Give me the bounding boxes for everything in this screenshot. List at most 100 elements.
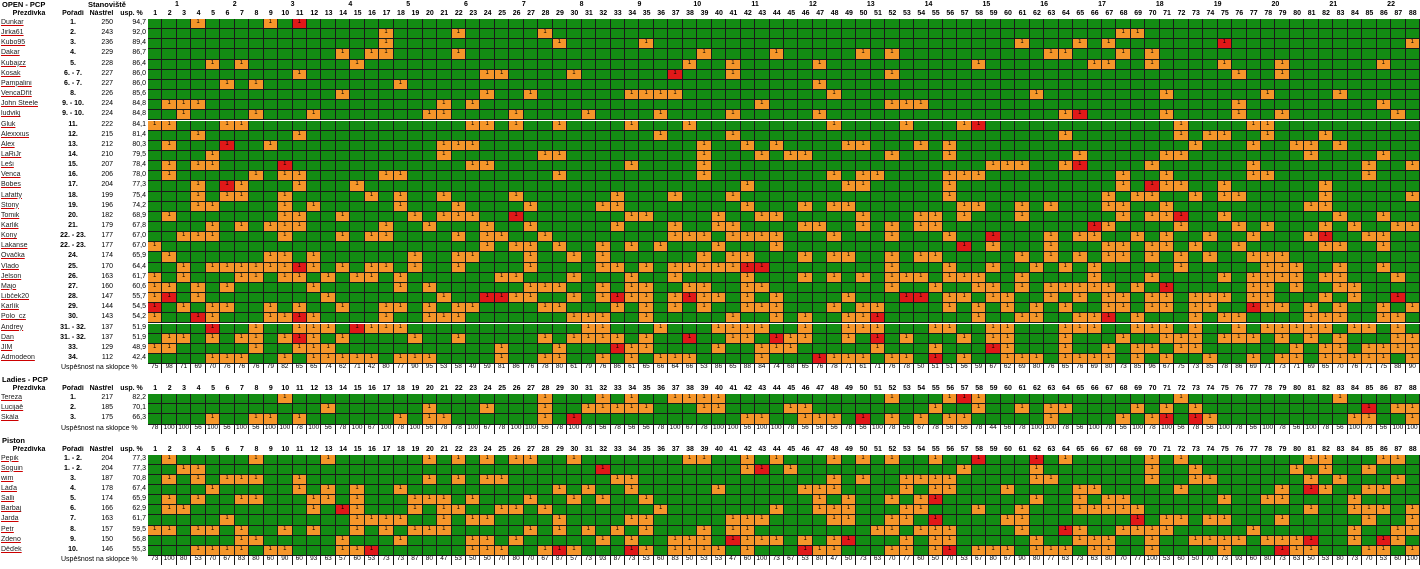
shot-cell: 1 (798, 252, 813, 263)
shot-cell: 1 (1102, 191, 1117, 202)
shot-cell (1000, 414, 1016, 425)
shot-cell (1347, 120, 1363, 131)
shot-cell (1029, 39, 1045, 50)
shot-cell (697, 69, 712, 80)
shot-cell (278, 464, 293, 475)
shot-cell: 1 (350, 181, 365, 192)
target-success-rate: 50 (1188, 556, 1204, 566)
shot-cell: 1 (1044, 545, 1059, 557)
shot-cell (538, 464, 553, 475)
shot-cell (841, 474, 857, 485)
shot-cell: 1 (1232, 323, 1247, 334)
shot-cell (1261, 19, 1276, 30)
target-number: 69 (1134, 10, 1143, 17)
shot-cell (176, 323, 192, 334)
shot-cell (899, 343, 915, 354)
shot-cell (827, 29, 842, 40)
shot-cell (726, 19, 741, 30)
shot-cell (1362, 525, 1377, 536)
shot-cell: 1 (1116, 525, 1131, 536)
shot-cell (625, 313, 640, 324)
shot-cell: 1 (740, 201, 756, 212)
shot-cell (581, 252, 597, 263)
shot-cell: 1 (249, 474, 264, 485)
target-number: 19 (411, 10, 420, 17)
station-number: 1 (174, 1, 179, 8)
player-score: 147 (101, 293, 113, 301)
shot-cell (856, 100, 871, 111)
shot-cell (957, 282, 972, 294)
target-success-rate: 61 (567, 364, 582, 374)
shot-cell: 1 (755, 150, 770, 162)
shot-cell (697, 464, 712, 475)
shot-cell (335, 222, 351, 233)
shot-cell (1203, 191, 1218, 202)
shot-cell: 1 (350, 59, 365, 70)
shot-cell (393, 505, 409, 516)
shot-cell: 1 (1058, 130, 1074, 141)
target-number: 10 (281, 445, 290, 453)
shot-cell (1073, 120, 1088, 131)
shot-cell (176, 171, 192, 182)
shot-cell (1261, 404, 1276, 415)
shot-cell (321, 313, 336, 324)
shot-cell (1015, 29, 1030, 40)
shot-cell (682, 49, 698, 60)
shot-cell (379, 252, 394, 263)
shot-cell: 1 (567, 272, 582, 283)
target-number: 53 (902, 445, 911, 453)
shot-cell (1203, 39, 1218, 50)
shot-cell (899, 150, 915, 162)
shot-cell: 1 (408, 262, 423, 273)
shot-cell: 1 (1289, 262, 1305, 273)
player-score: 170 (101, 262, 113, 270)
shot-cell (249, 313, 264, 324)
shot-cell (1203, 90, 1218, 101)
shot-cell: 1 (682, 545, 698, 557)
shot-cell (755, 222, 770, 233)
shot-cell (596, 171, 611, 182)
shot-cell: 1 (451, 232, 466, 243)
shot-cell (1029, 232, 1045, 243)
shot-cell (812, 140, 828, 151)
player-percent: 59,5 (132, 525, 146, 533)
shot-cell: 1 (538, 150, 553, 162)
target-number: 23 (469, 10, 478, 17)
shot-cell (1058, 272, 1074, 283)
shot-cell (1289, 110, 1305, 121)
shot-cell: 1 (1116, 201, 1131, 212)
shot-cell (148, 232, 163, 243)
target-success-rate: 73 (1275, 556, 1290, 566)
shot-cell (610, 171, 625, 182)
shot-cell: 1 (1102, 252, 1117, 263)
player-rank: 5. (70, 59, 76, 67)
shot-cell: 1 (1362, 343, 1377, 354)
target-number: 68 (1119, 10, 1128, 17)
player-rank: 15. (68, 161, 78, 169)
shot-cell: 1 (711, 323, 727, 334)
shot-cell (176, 282, 192, 294)
shot-cell (292, 525, 307, 536)
shot-cell: 1 (899, 535, 915, 546)
shot-cell: 1 (234, 181, 250, 192)
shot-cell (278, 130, 293, 141)
shot-cell (1116, 343, 1131, 354)
target-success-rate: 73 (1116, 364, 1131, 374)
target-success-rate: 61 (625, 364, 640, 374)
shot-cell (364, 171, 380, 182)
shot-cell (1188, 69, 1204, 80)
target-number: 25 (498, 10, 507, 17)
shot-cell (1318, 211, 1334, 222)
shot-cell (509, 90, 524, 101)
shot-cell (914, 90, 929, 101)
shot-cell (943, 252, 958, 263)
shot-cell: 1 (697, 252, 712, 263)
shot-cell: 1 (740, 232, 756, 243)
shot-cell (263, 495, 279, 506)
shot-cell: 1 (755, 464, 770, 475)
shot-cell (668, 39, 683, 50)
shot-cell: 1 (596, 262, 611, 273)
target-success-rate: 67 (220, 556, 235, 566)
shot-cell (639, 29, 654, 40)
shot-cell (971, 140, 987, 151)
